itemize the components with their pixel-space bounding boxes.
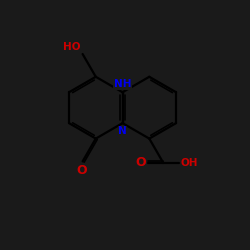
Text: NH: NH (114, 79, 131, 89)
Text: N: N (118, 126, 127, 136)
Text: O: O (76, 164, 87, 177)
Text: HO: HO (63, 42, 81, 52)
Text: O: O (136, 156, 146, 169)
Text: OH: OH (180, 158, 198, 168)
